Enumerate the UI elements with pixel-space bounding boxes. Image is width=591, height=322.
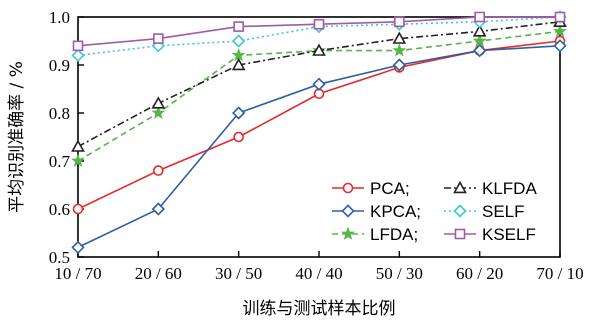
legend-swatch-marker	[341, 204, 355, 218]
data-point	[72, 40, 84, 52]
y-axis-label: 平均识别准确率 / %	[7, 61, 27, 213]
x-tick-label: 20 / 60	[135, 264, 182, 283]
series-kpca	[71, 39, 567, 255]
y-tick-label: 0.7	[49, 152, 71, 171]
data-point	[233, 21, 244, 32]
x-tick-label: 30 / 50	[215, 264, 262, 283]
legend-item: KPCA;	[332, 202, 421, 221]
legend-label: KPCA;	[370, 202, 421, 221]
data-point	[71, 153, 85, 167]
data-point	[472, 33, 487, 47]
legend-label: PCA;	[370, 179, 410, 198]
data-point	[71, 139, 85, 152]
y-tick-label: 0.9	[49, 56, 70, 75]
data-point	[553, 39, 567, 53]
legend-label: SELF	[482, 202, 525, 221]
data-point	[71, 240, 85, 255]
x-tick-label: 60 / 20	[456, 264, 503, 283]
y-tick-label: 0.5	[49, 248, 70, 267]
legend-label: KSELF	[482, 225, 536, 244]
data-point	[71, 48, 85, 63]
data-point	[151, 96, 166, 109]
data-point	[392, 31, 407, 44]
x-tick-label: 10 / 70	[54, 264, 101, 283]
data-point	[232, 34, 246, 48]
legend-swatch-marker	[453, 204, 467, 218]
legend-item: SELF	[444, 202, 525, 221]
legend-item: KSELF	[444, 225, 536, 244]
data-point	[313, 18, 325, 30]
data-point	[472, 24, 487, 37]
y-tick-label: 1.0	[49, 8, 70, 27]
series-layer	[71, 10, 567, 255]
data-point	[151, 105, 166, 119]
x-tick-label: 70 / 10	[536, 264, 583, 283]
data-point	[312, 43, 326, 56]
data-point	[233, 131, 244, 143]
data-point	[153, 165, 164, 176]
x-tick-label: 50 / 30	[376, 264, 423, 283]
x-axis-label: 训练与测试样本比例	[243, 299, 396, 319]
legend-swatch-marker	[341, 226, 355, 240]
data-point	[231, 57, 246, 71]
data-point	[473, 43, 487, 58]
series-kself	[72, 11, 566, 52]
legend: PCA; KPCA; LFDA; KLFDA SELF KSELF	[332, 179, 537, 244]
x-tick-label: 40 / 40	[295, 264, 342, 283]
data-point	[392, 58, 406, 72]
data-point	[151, 202, 165, 216]
data-point	[231, 48, 246, 62]
data-point	[153, 33, 164, 44]
legend-label: LFDA;	[370, 225, 418, 244]
legend-label: KLFDA	[482, 179, 537, 198]
legend-swatch-marker	[453, 180, 467, 194]
data-point	[232, 106, 246, 120]
data-point	[553, 24, 567, 38]
data-point	[72, 203, 84, 215]
plot-axes: 0.5 0.6 0.7 0.8 0.9 1.0 10 / 70 20 / 60 30 / 50 4…	[49, 8, 584, 283]
legend-item: KLFDA	[444, 179, 537, 198]
data-point	[554, 11, 566, 23]
legend-swatch-marker	[454, 228, 466, 240]
y-tick-label: 0.6	[49, 200, 70, 219]
legend-swatch-marker	[342, 182, 354, 194]
legend-item: PCA;	[332, 179, 410, 198]
legend-item: LFDA;	[332, 225, 418, 244]
y-tick-label: 0.8	[49, 104, 70, 123]
data-point	[394, 16, 405, 28]
data-point	[312, 77, 326, 91]
data-point	[474, 11, 485, 23]
data-point	[392, 43, 407, 57]
